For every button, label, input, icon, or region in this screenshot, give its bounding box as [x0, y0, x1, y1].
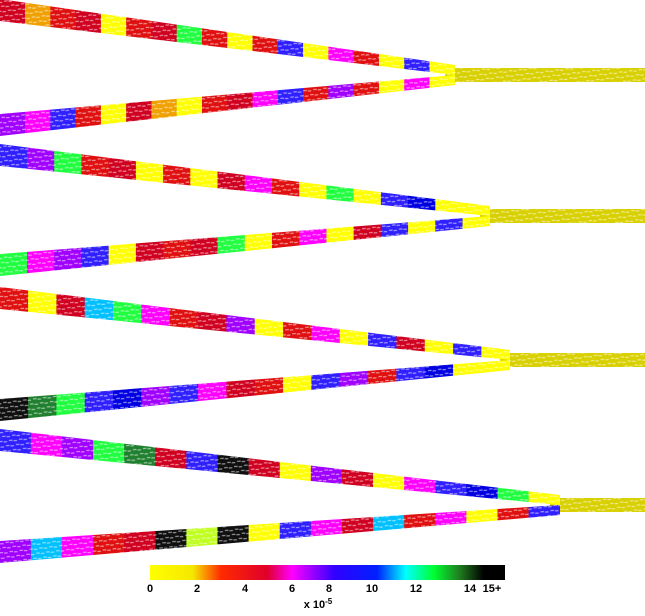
branch-texture [0, 144, 490, 216]
branch-texture [0, 75, 455, 136]
colorbar-tick: 10 [366, 583, 378, 595]
colorbar-tick: 6 [289, 583, 295, 595]
colorbar-tick: 4 [242, 583, 249, 595]
branch-texture [0, 287, 510, 360]
colorbar-tick: 2 [194, 583, 200, 595]
branch-texture [0, 0, 455, 75]
branch-texture [0, 505, 560, 563]
branch-texture [0, 360, 510, 421]
colorbar-tick: 15+ [483, 583, 502, 595]
stem-texture [480, 209, 645, 223]
branch-texture [0, 216, 490, 276]
tubes [0, 0, 645, 563]
colorbar-tick: 0 [147, 583, 153, 595]
colorbar-tick: 8 [326, 583, 332, 595]
colorbar-tick: 12 [410, 583, 422, 595]
colorbar: 0 2 4 6 8 10 12 14 15+ x 10-5 [147, 565, 505, 611]
colorbar-unit: x 10-5 [304, 597, 333, 611]
branch-texture [0, 429, 560, 505]
stem-texture [550, 498, 645, 512]
stem-texture [500, 353, 645, 367]
colorbar-tick: 14 [464, 583, 477, 595]
colorbar-scale [150, 565, 505, 580]
stem-texture [445, 68, 645, 82]
figure: 0 2 4 6 8 10 12 14 15+ x 10-5 [0, 0, 645, 616]
